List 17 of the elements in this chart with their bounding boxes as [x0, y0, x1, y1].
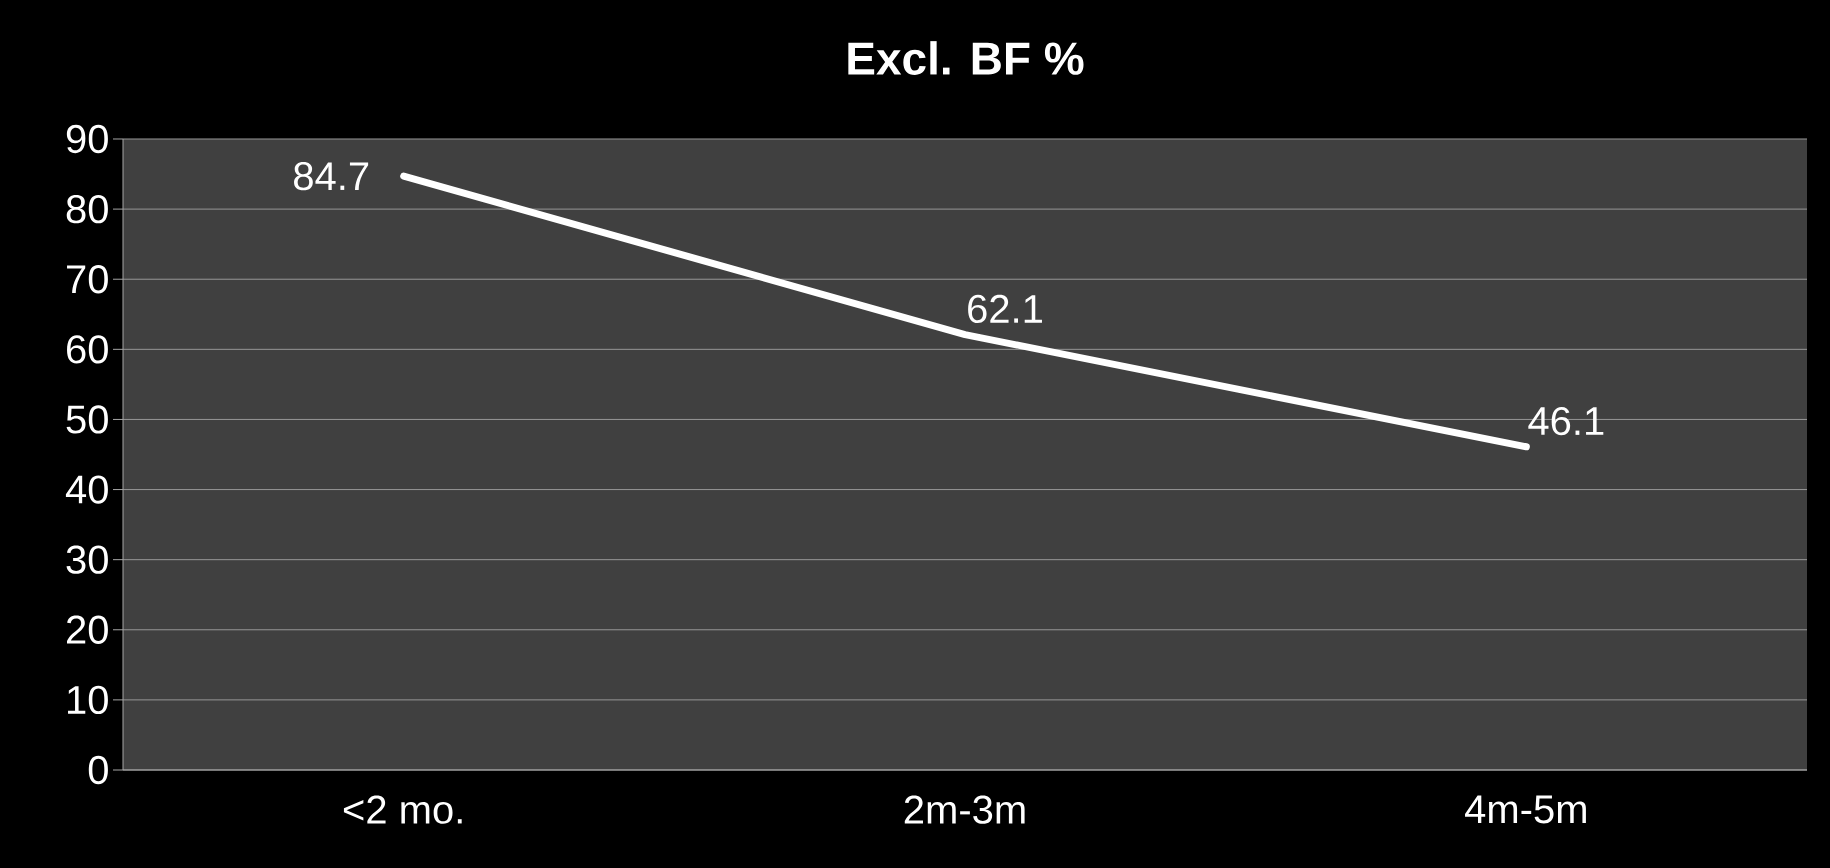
x-tick-label: <2 mo.	[343, 795, 462, 824]
data-label: 46.1	[1528, 406, 1604, 436]
y-tick-label: 90	[66, 124, 108, 154]
y-tick-label: 0	[88, 755, 108, 785]
y-tick-label: 20	[67, 615, 108, 644]
y-tick-label: 70	[67, 265, 108, 294]
y-tick-label: 40	[65, 475, 108, 504]
data-label: 84.7	[294, 161, 369, 191]
x-tick-label: 4m-5m	[1465, 795, 1586, 824]
y-tick-label: 30	[66, 545, 108, 574]
y-tick-label: 10	[68, 685, 108, 715]
chart-title: Excl. BF %	[848, 41, 1084, 75]
x-tick-label: 2m-3m	[904, 795, 1025, 824]
data-label: 62.1	[968, 294, 1042, 324]
y-tick-label: 80	[66, 194, 108, 224]
y-tick-label: 50	[66, 405, 108, 434]
y-tick-label: 60	[67, 335, 108, 364]
